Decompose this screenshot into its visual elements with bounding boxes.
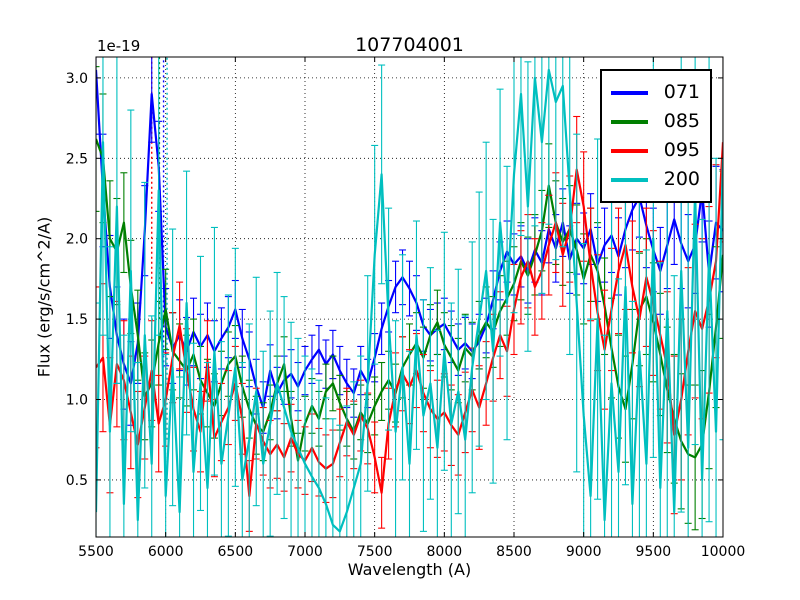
y-tick-label: 0.5 [66,473,88,489]
y-tick-label: 3.0 [66,71,88,87]
series-line-200 [96,68,723,533]
x-tick-label: 7000 [287,544,323,560]
x-tick-label: 9500 [636,544,672,560]
legend-entry-095: 095 [611,136,700,165]
x-tick-label: 9000 [566,544,602,560]
y-tick-label: 2.0 [66,232,88,248]
legend-line-swatch [611,148,648,153]
legend-line-swatch [611,119,648,124]
y-tick-label: 1.0 [66,393,88,409]
x-tick-label: 7500 [357,544,393,560]
x-tick-label: 8500 [496,544,532,560]
x-axis-label: Wavelength (A) [347,560,472,579]
legend-line-swatch [611,90,648,95]
x-tick-label: 10000 [701,544,746,560]
axes-frame [95,56,724,538]
chart-title: 107704001 [355,34,464,56]
y-tick-label: 1.5 [66,312,88,328]
y-axis-offset-text: 1e-19 [97,37,141,55]
series-200 [96,57,723,537]
legend-label: 085 [663,110,700,132]
y-tick-label: 2.5 [66,151,88,167]
legend-entry-071: 071 [611,78,700,107]
legend-line-swatch [611,177,648,182]
legend-entry-200: 200 [611,165,700,194]
x-tick-label: 8000 [427,544,463,560]
legend-label: 200 [663,168,700,190]
x-tick-label: 5500 [78,544,114,560]
x-tick-label: 6000 [148,544,184,560]
x-tick-label: 6500 [218,544,254,560]
legend-label: 071 [663,81,700,103]
y-axis-label: Flux (erg/s/cm^2/A) [34,216,54,378]
legend-label: 095 [663,139,700,161]
legend: 071 085 095 200 [600,69,712,203]
plot-area [96,57,723,537]
legend-entry-085: 085 [611,107,700,136]
